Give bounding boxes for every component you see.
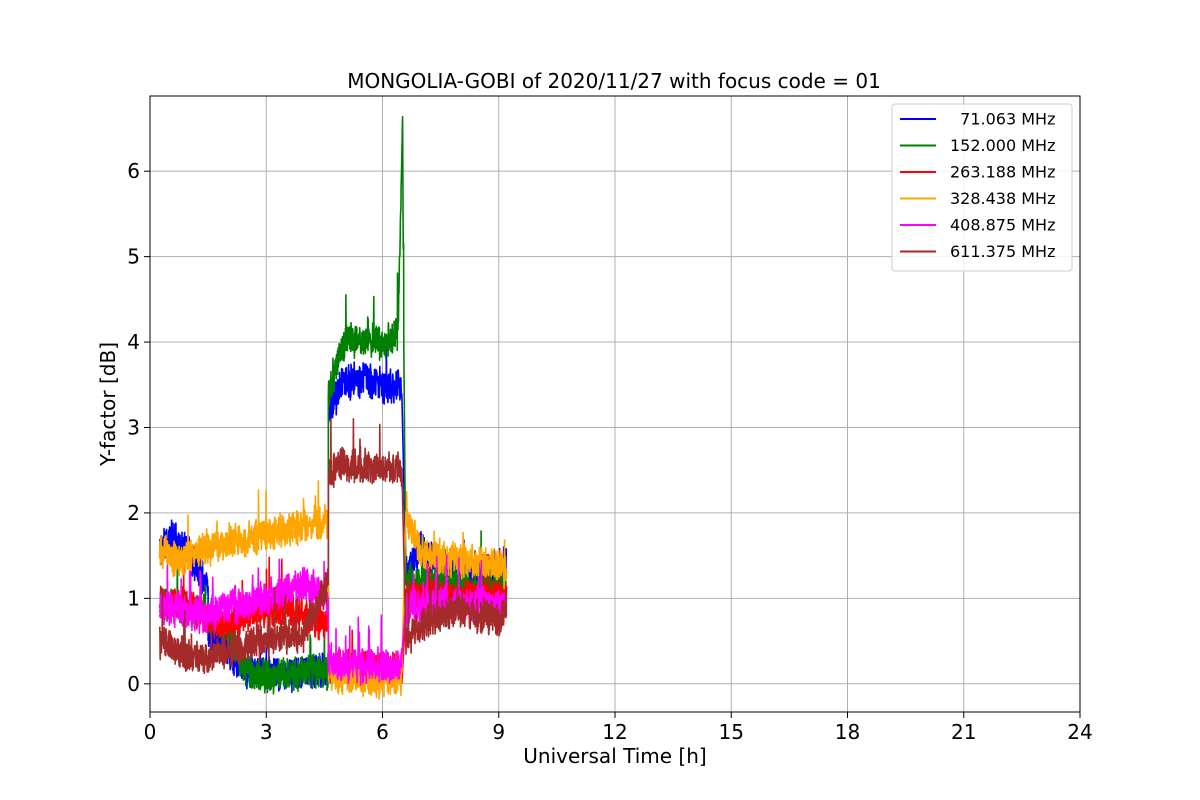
series-layer bbox=[158, 115, 508, 700]
chart-title: MONGOLIA-GOBI of 2020/11/27 with focus c… bbox=[347, 69, 881, 93]
legend-label: 152.000 MHz bbox=[950, 136, 1055, 155]
legend-label: 71.063 MHz bbox=[950, 110, 1055, 129]
y-tick-label: 2 bbox=[127, 501, 140, 525]
legend-entry: 611.375 MHz bbox=[900, 242, 1055, 261]
x-tick-label: 12 bbox=[602, 720, 627, 744]
y-tick-label: 0 bbox=[127, 672, 140, 696]
x-axis: 0 3 6 9 12 15 18 21 24 bbox=[144, 712, 1093, 744]
series-path bbox=[158, 418, 508, 675]
x-tick-label: 9 bbox=[492, 720, 505, 744]
legend-label: 328.438 MHz bbox=[950, 189, 1055, 208]
legend-label: 263.188 MHz bbox=[950, 163, 1055, 182]
legend-entry: 263.188 MHz bbox=[900, 163, 1055, 182]
legend-label: 408.875 MHz bbox=[950, 216, 1055, 235]
y-axis-label: Y-factor [dB] bbox=[96, 342, 120, 467]
legend-entry: 408.875 MHz bbox=[900, 216, 1055, 235]
x-tick-label: 24 bbox=[1067, 720, 1092, 744]
y-axis: 0 1 2 3 4 5 6 bbox=[127, 159, 150, 696]
x-tick-label: 18 bbox=[835, 720, 860, 744]
x-tick-label: 21 bbox=[951, 720, 976, 744]
x-tick-label: 15 bbox=[719, 720, 744, 744]
y-tick-label: 6 bbox=[127, 159, 140, 183]
y-tick-label: 3 bbox=[127, 415, 140, 439]
legend-entry: 71.063 MHz bbox=[900, 110, 1055, 129]
legend: 71.063 MHz 152.000 MHz 263.188 MHz 328.438 … bbox=[891, 103, 1073, 272]
x-tick-label: 0 bbox=[144, 720, 157, 744]
legend-label: 611.375 MHz bbox=[950, 242, 1055, 261]
series-line bbox=[158, 418, 508, 675]
legend-entry: 152.000 MHz bbox=[900, 136, 1055, 155]
x-tick-label: 6 bbox=[376, 720, 389, 744]
y-tick-label: 5 bbox=[127, 245, 140, 269]
legend-box bbox=[891, 103, 1073, 272]
legend-entry: 328.438 MHz bbox=[900, 189, 1055, 208]
y-tick-label: 4 bbox=[127, 330, 140, 354]
x-axis-label: Universal Time [h] bbox=[523, 744, 706, 768]
x-tick-label: 3 bbox=[260, 720, 273, 744]
y-tick-label: 1 bbox=[127, 586, 140, 610]
